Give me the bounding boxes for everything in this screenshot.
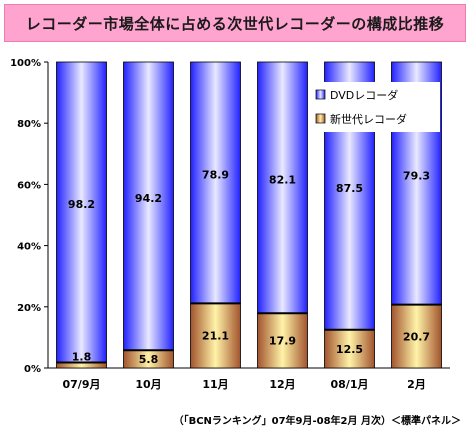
x-tick-label-2: 11月 — [202, 378, 228, 391]
bar-dvd-3 — [257, 61, 308, 314]
bar-dvd-2 — [190, 61, 241, 304]
data-label-nextgen-3: 17.9 — [269, 335, 296, 348]
data-label-dvd-2: 78.9 — [202, 169, 229, 182]
data-label-nextgen-5: 20.7 — [403, 330, 430, 343]
y-tick-label: 0% — [24, 364, 41, 375]
bar-nextgen-5 — [391, 304, 442, 369]
data-label-dvd-0: 98.2 — [68, 198, 95, 211]
y-tick-label: 20% — [17, 303, 41, 314]
data-label-nextgen-0: 1.8 — [72, 350, 92, 363]
data-label-dvd-3: 82.1 — [269, 174, 296, 187]
data-label-nextgen-1: 5.8 — [139, 353, 159, 366]
x-tick-label-0: 07/9月 — [63, 378, 101, 391]
data-label-nextgen-2: 21.1 — [202, 330, 229, 343]
x-tick-label-3: 12月 — [269, 378, 295, 391]
data-label-nextgen-4: 12.5 — [336, 343, 363, 356]
axes: 0% 20% 40% 60% 80% 100% 07/9月 10月 11月 12月 08/1月 2月 — [10, 58, 450, 391]
legend-swatch-1 — [315, 113, 326, 124]
data-labels: 98.2 1.8 94.2 5.8 78.9 21.1 82.1 17.9 87.5 12.5 79… — [68, 169, 430, 366]
legend-swatch-0 — [315, 89, 326, 100]
y-tick-label: 60% — [17, 180, 41, 191]
bar-nextgen-4 — [324, 329, 375, 369]
bar-nextgen-3 — [257, 312, 308, 369]
y-tick-label: 100% — [10, 58, 41, 69]
y-tick-label: 40% — [17, 242, 41, 253]
source-footnote: （「BCNランキング」07年9月-08年2月 月次）＜標準パネル＞ — [173, 416, 461, 427]
x-tick-label-5: 2月 — [407, 378, 426, 391]
bar-nextgen-2 — [190, 303, 241, 369]
data-label-dvd-1: 94.2 — [135, 192, 162, 205]
legend-label-1: 新世代レコーダ — [330, 112, 407, 126]
chart-title: レコーダー市場全体に占める次世代レコーダーの構成比推移 — [4, 4, 466, 42]
y-tick-label: 80% — [17, 119, 41, 130]
x-tick-label-4: 08/1月 — [331, 378, 369, 391]
legend-box — [308, 82, 440, 132]
data-label-dvd-4: 87.5 — [336, 182, 363, 195]
bar-dvd-0 — [56, 61, 107, 363]
x-tick-label-1: 10月 — [135, 378, 161, 391]
bar-dvd-1 — [123, 61, 174, 351]
legend-label-0: DVDレコーダ — [330, 88, 398, 102]
data-label-dvd-5: 79.3 — [403, 169, 430, 182]
